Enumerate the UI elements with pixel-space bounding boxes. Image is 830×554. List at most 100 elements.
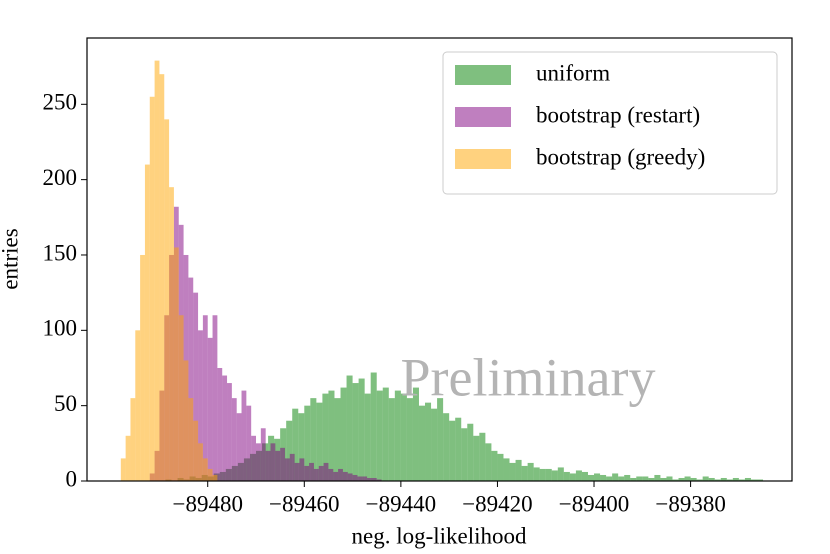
histogram-bar [275, 450, 281, 481]
histogram-bar [188, 398, 194, 481]
histogram-bar [260, 428, 266, 481]
histogram-bar [358, 378, 365, 481]
histogram-bar [702, 476, 709, 481]
x-axis-label: neg. log-likelihood [351, 523, 527, 548]
histogram-bar [164, 119, 170, 482]
legend: uniform bootstrap (restart) bootstrap (gre… [442, 51, 778, 195]
histogram-bar [376, 479, 382, 481]
histogram-bar [690, 477, 697, 481]
histogram-bar [449, 420, 456, 481]
histogram-bar [286, 420, 293, 481]
histogram-bar [406, 398, 413, 481]
histogram-bar [328, 468, 334, 481]
histogram-bar [624, 474, 631, 481]
histogram-bar [696, 479, 703, 481]
histogram-bar [207, 337, 213, 481]
y-axis-label: entries [0, 228, 22, 289]
histogram-bar [316, 402, 323, 481]
histogram-bar [217, 367, 223, 481]
histogram-bar [144, 164, 150, 482]
histogram-bar [618, 476, 625, 481]
histogram-bar [521, 465, 528, 481]
histogram-bar [509, 462, 516, 481]
plot-frame [86, 37, 793, 482]
histogram-bar [120, 458, 126, 481]
histogram-bar [594, 473, 601, 481]
histogram-bar [557, 467, 564, 481]
histogram-bar [497, 453, 504, 481]
histogram-bar [352, 474, 358, 481]
histogram-bar [202, 315, 208, 481]
histogram-bar [473, 435, 480, 481]
histogram-bar [323, 462, 329, 481]
histogram-bar [708, 477, 715, 481]
histogram-bar [289, 453, 295, 481]
histogram-bar [587, 474, 595, 481]
histogram-bar [202, 458, 208, 481]
legend-frame [442, 51, 778, 195]
histogram-bar [130, 398, 136, 481]
histogram-bar [222, 375, 228, 481]
histogram-bar [246, 405, 252, 481]
y-tick-label: 250 [43, 90, 78, 115]
histogram-bar [183, 360, 189, 481]
histogram-bar [485, 443, 492, 481]
histogram-bar [140, 254, 145, 481]
legend-swatch [455, 107, 511, 127]
histogram-bar [227, 383, 232, 481]
histogram-bar [367, 477, 372, 481]
histogram-bar [461, 428, 468, 481]
x-tick-label: −89420 [462, 491, 532, 516]
histogram-bar [630, 477, 637, 481]
histogram-bar [265, 450, 271, 481]
histogram-bar [342, 471, 348, 481]
histogram-bar [193, 420, 199, 481]
histogram-bar [154, 60, 160, 481]
x-tick-label: −89480 [172, 491, 242, 516]
histogram-bar [159, 74, 165, 481]
histogram-bar [188, 277, 194, 481]
histogram-bar [340, 387, 347, 481]
histogram-bar [726, 479, 733, 481]
histogram-bar [431, 408, 438, 481]
histogram-bar [149, 96, 155, 481]
histogram-bar [750, 479, 757, 481]
histogram-bar [678, 477, 685, 481]
histogram-bar [660, 477, 667, 481]
histogram-bar [600, 474, 607, 481]
histogram-bar [551, 470, 558, 481]
histogram-bar [364, 393, 371, 481]
histogram-bar [125, 435, 131, 481]
histogram-bar [322, 393, 329, 481]
histogram-bar [714, 479, 721, 481]
histogram-bar [292, 408, 299, 481]
histogram-bar [503, 458, 510, 481]
y-tick-label: 50 [54, 391, 77, 416]
histogram-bar [304, 465, 310, 481]
histogram-bar [672, 479, 679, 481]
histogram-bar [654, 474, 661, 481]
histogram-bar [569, 473, 576, 481]
histogram-bar [346, 375, 353, 481]
watermark: Preliminary [401, 347, 656, 407]
histogram-bar [467, 423, 474, 481]
histogram-bar [231, 398, 237, 481]
histogram-bar [193, 292, 199, 481]
histogram-bar [212, 315, 218, 481]
histogram-bar [491, 450, 498, 481]
histogram-bar [241, 390, 247, 481]
histogram-bar [575, 470, 582, 481]
histogram-bar [738, 479, 745, 481]
legend-swatch [455, 65, 511, 85]
histogram-bar [294, 462, 300, 481]
histogram-bar [135, 330, 141, 481]
histogram-bar [732, 477, 739, 481]
histogram-bar [666, 476, 673, 481]
histogram-bar [388, 398, 395, 481]
histogram-bar [298, 413, 305, 481]
histogram-bar [515, 459, 522, 481]
histogram-bar [357, 476, 363, 481]
legend-label: uniform [536, 60, 610, 85]
histogram-bar [376, 390, 383, 481]
